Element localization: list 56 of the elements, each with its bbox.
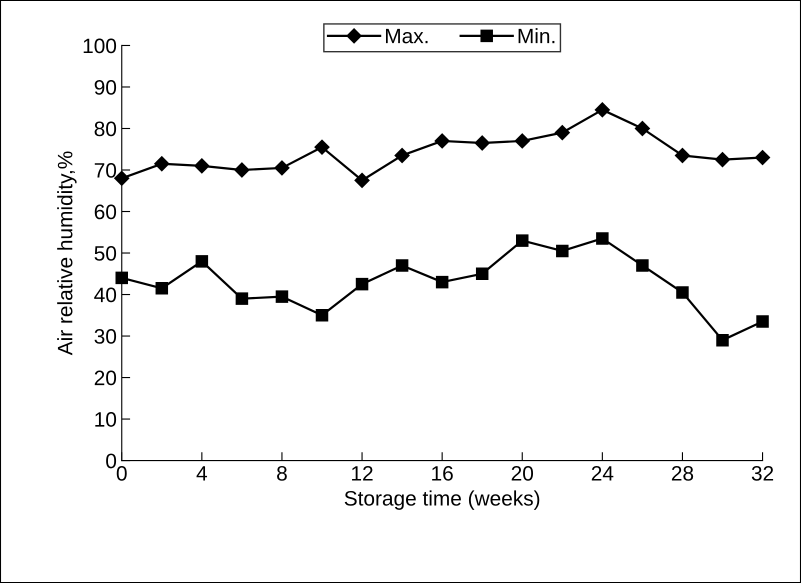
x-tick-label: 28 (672, 466, 694, 481)
point (356, 278, 368, 290)
point (354, 172, 370, 188)
point (394, 148, 410, 164)
point (436, 276, 448, 288)
point (516, 234, 528, 247)
point (476, 268, 488, 280)
y-tick-label: 40 (94, 288, 116, 302)
point (196, 255, 208, 268)
point (234, 162, 250, 178)
x-tick-label: 8 (277, 466, 287, 481)
point (276, 290, 288, 303)
point (714, 152, 730, 168)
point (676, 286, 689, 299)
point (756, 315, 769, 328)
y-tick-label: 80 (94, 121, 116, 136)
y-tick-label: 0 (106, 454, 116, 468)
y-tick-label: 20 (94, 370, 116, 386)
point (594, 102, 610, 118)
x-axis-title: Storage time (weeks) (344, 490, 540, 510)
y-tick-label: 100 (84, 38, 116, 54)
y-tick-label: 30 (94, 329, 116, 344)
point (314, 140, 330, 155)
point (754, 150, 770, 166)
point (194, 158, 210, 174)
point (634, 120, 650, 136)
point (236, 292, 248, 305)
point (396, 259, 408, 272)
point (154, 156, 170, 172)
point (636, 259, 649, 272)
point (554, 125, 570, 140)
x-tick-label: 16 (432, 466, 453, 481)
legend-label: Min. (518, 28, 554, 44)
y-tick-label: 70 (94, 163, 116, 178)
point (716, 334, 729, 346)
point (556, 244, 569, 258)
point (434, 133, 450, 149)
x-tick-label: 20 (512, 466, 534, 481)
point (596, 232, 609, 245)
point (474, 135, 490, 151)
legend-label: Max. (386, 28, 428, 44)
point (674, 148, 690, 164)
x-tick-label: 24 (592, 466, 614, 481)
point (274, 160, 290, 176)
point (156, 282, 168, 295)
x-tick-label: 0 (116, 466, 127, 481)
x-tick-label: 12 (352, 466, 373, 481)
point (316, 309, 328, 322)
y-tick-label: 10 (95, 412, 116, 427)
y-axis-title: Air relative humidity,% (57, 151, 77, 356)
x-tick-label: 32 (752, 466, 774, 481)
point (514, 133, 530, 149)
y-tick-label: 50 (94, 246, 116, 261)
y-tick-label: 90 (94, 80, 116, 95)
y-tick-label: 60 (94, 204, 116, 220)
x-tick-label: 4 (196, 466, 208, 481)
